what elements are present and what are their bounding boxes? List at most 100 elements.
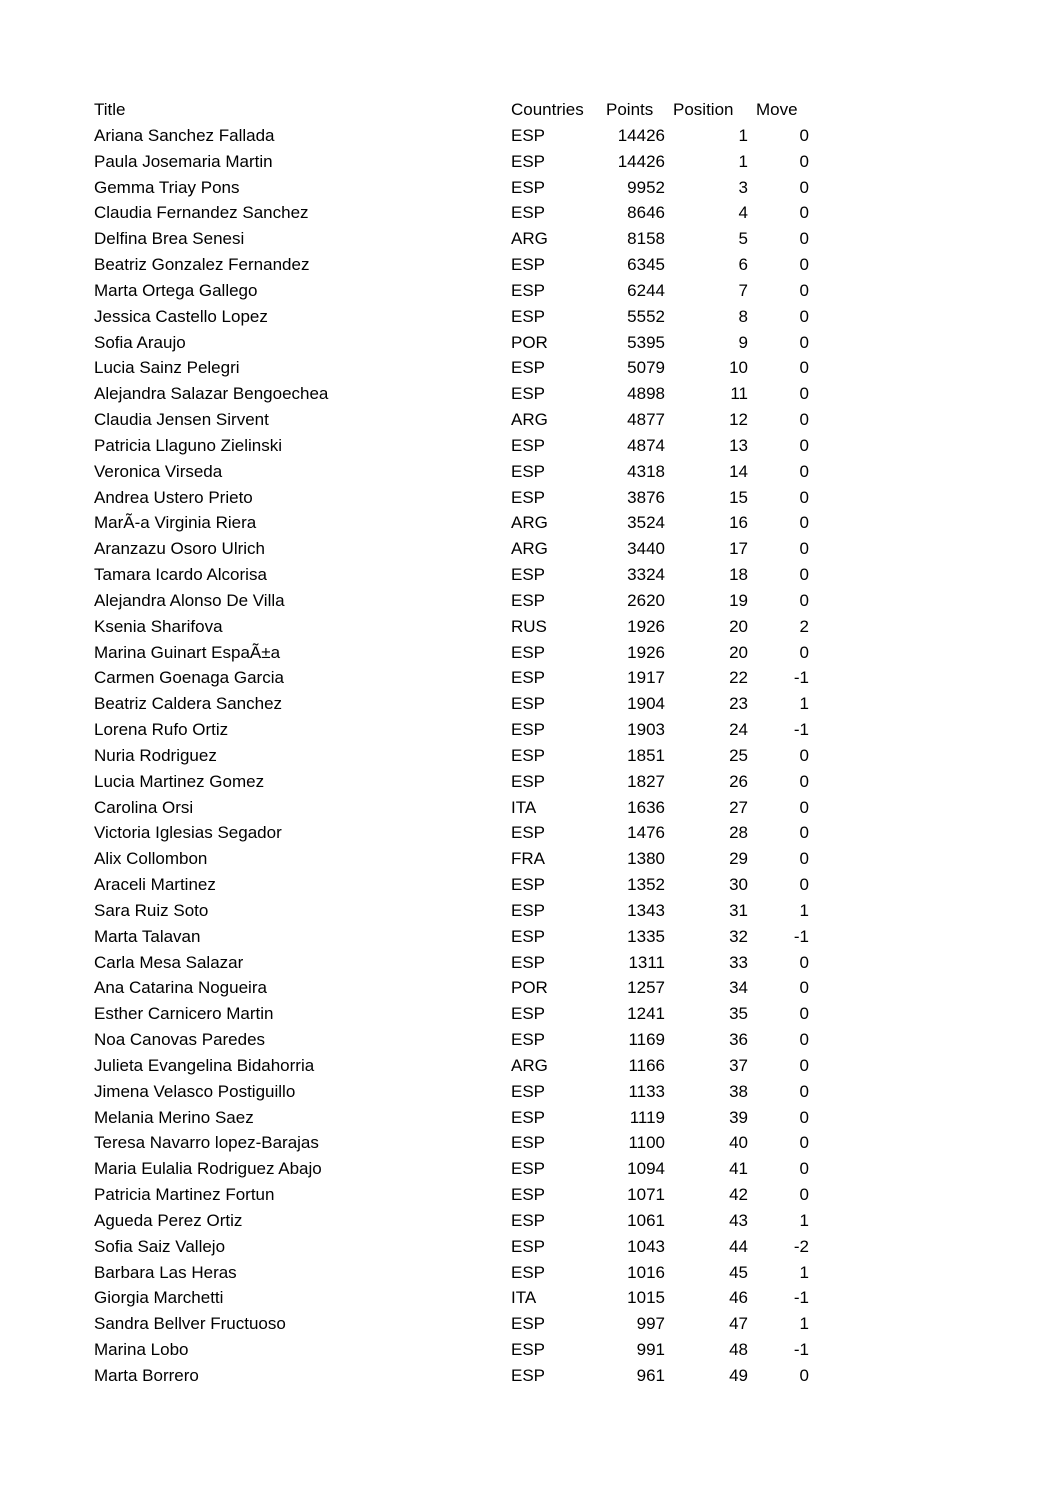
cell-points: 9952 [627,177,665,197]
cell-points: 4318 [627,461,665,481]
cell-position: 49 [729,1365,748,1385]
cell-move: 0 [799,1159,809,1179]
cell-position: 20 [729,642,748,662]
cell-position: 23 [729,694,748,714]
cell-position: 1 [738,126,748,145]
table-row: Sofia Araujo POR 5395 9 0 [0,330,1058,356]
cell-country: ARG [511,513,548,533]
table-row: Carmen Goenaga Garcia ESP 1917 22 -1 [0,665,1058,691]
cell-move: 0 [799,1030,809,1050]
table-row: Marta Ortega Gallego ESP 6244 7 0 [0,278,1058,304]
cell-name: Jimena Velasco Postiguillo [94,1081,296,1101]
cell-name: Sara Ruiz Soto [94,900,209,920]
cell-country: ESP [511,280,546,300]
cell-move: -1 [793,668,809,688]
table-row: Jessica Castello Lopez ESP 5552 8 0 [0,304,1058,330]
cell-position: 30 [729,875,748,895]
cell-name: Noa Canovas Paredes [94,1030,266,1050]
cell-country: ITA [511,797,537,817]
cell-position: 4 [738,203,748,223]
cell-country: ESP [511,126,546,145]
cell-name: Barbara Las Heras [94,1262,237,1282]
cell-points: 1476 [627,823,665,843]
cell-points: 1352 [627,875,665,895]
cell-move: 0 [799,642,809,662]
cell-move: 2 [799,616,809,636]
cell-name: Araceli Martinez [94,875,216,895]
cell-points: 1015 [627,1288,665,1308]
cell-move: -1 [793,1340,809,1359]
table-row: Nuria Rodriguez ESP 1851 25 0 [0,743,1058,769]
cell-country: ESP [511,461,546,481]
table-row: Gemma Triay Pons ESP 9952 3 0 [0,175,1058,201]
cell-name: Andrea Ustero Prieto [94,487,253,507]
table-row: Delfina Brea Senesi ARG 8158 5 0 [0,226,1058,252]
cell-position: 8 [738,306,748,326]
table-row: Tamara Icardo Alcorisa ESP 3324 18 0 [0,562,1058,588]
cell-country: ESP [511,952,546,972]
cell-name: Marta Borrero [94,1365,199,1385]
cell-move: 0 [799,255,809,275]
table-row: Barbara Las Heras ESP 1016 45 1 [0,1260,1058,1286]
cell-position: 10 [729,358,748,378]
cell-points: 1343 [627,900,665,920]
table-row: Alix Collombon FRA 1380 29 0 [0,846,1058,872]
cell-move: 0 [799,1081,809,1101]
cell-points: 1119 [629,1107,665,1127]
cell-name: Delfina Brea Senesi [94,229,245,249]
table-row: MarÃ-a Virginia Riera ARG 3524 16 0 [0,510,1058,536]
cell-country: ESP [511,668,546,688]
cell-position: 22 [729,668,748,688]
cell-points: 1061 [627,1210,665,1230]
header-title: Title [94,100,126,119]
table-row: Giorgia Marchetti ITA 1015 46 -1 [0,1285,1058,1311]
cell-points: 1094 [627,1159,665,1179]
cell-name: Beatriz Caldera Sanchez [94,694,283,714]
cell-name: Marta Ortega Gallego [94,280,258,300]
cell-name: Claudia Fernandez Sanchez [94,203,309,223]
cell-country: ESP [511,255,546,275]
cell-position: 14 [729,461,748,481]
cell-country: ESP [511,1340,546,1359]
cell-move: 0 [799,1055,809,1075]
cell-country: ESP [511,1314,546,1334]
cell-move: -2 [793,1236,809,1256]
cell-points: 1169 [628,1030,665,1050]
cell-move: 0 [799,358,809,378]
cell-name: Alejandra Salazar Bengoechea [94,384,329,404]
cell-points: 1166 [628,1055,665,1075]
cell-move: 0 [799,229,809,249]
cell-name: Lorena Rufo Ortiz [94,720,229,740]
cell-points: 8646 [627,203,665,223]
cell-position: 32 [729,926,748,946]
cell-country: ESP [511,151,546,171]
table-row: Melania Merino Saez ESP 1119 39 0 [0,1105,1058,1131]
cell-move: 0 [799,565,809,585]
cell-move: 0 [799,849,809,869]
cell-move: 0 [799,745,809,765]
cell-move: 0 [799,771,809,791]
cell-country: ESP [511,1159,546,1179]
cell-move: 0 [799,332,809,352]
cell-position: 36 [729,1030,748,1050]
cell-move: 0 [799,539,809,559]
cell-country: ITA [511,1288,537,1308]
cell-move: 0 [799,126,809,145]
cell-country: ARG [511,539,548,559]
table-row: Agueda Perez Ortiz ESP 1061 43 1 [0,1208,1058,1234]
cell-position: 31 [729,900,748,920]
cell-points: 1636 [627,797,665,817]
table-row: Victoria Iglesias Segador ESP 1476 28 0 [0,820,1058,846]
cell-country: FRA [511,849,545,869]
cell-points: 991 [636,1340,665,1359]
cell-name: Alix Collombon [94,849,208,869]
cell-points: 8158 [627,229,665,249]
cell-points: 6244 [627,280,665,300]
cell-country: ESP [511,177,546,197]
cell-country: RUS [511,616,547,636]
table-row: Jimena Velasco Postiguillo ESP 1133 38 0 [0,1079,1058,1105]
table-row: Claudia Fernandez Sanchez ESP 8646 4 0 [0,200,1058,226]
cell-position: 3 [738,177,748,197]
table-row: Ksenia Sharifova RUS 1926 20 2 [0,614,1058,640]
cell-country: ESP [511,487,546,507]
